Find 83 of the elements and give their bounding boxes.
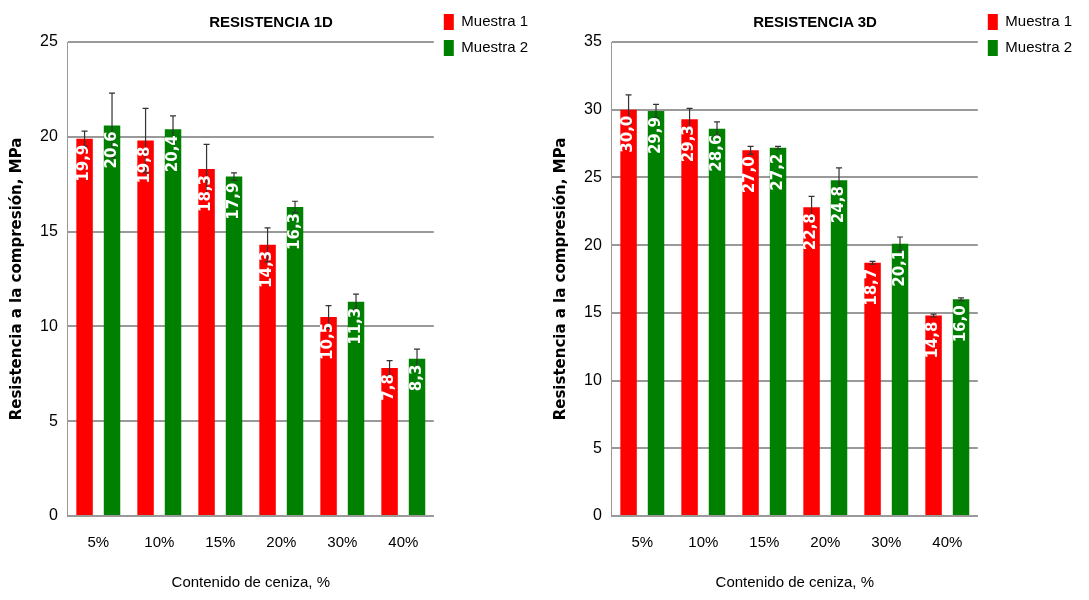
- bar: [708, 128, 726, 515]
- data-label: 16,3: [284, 212, 303, 250]
- bar: [620, 109, 637, 515]
- data-label: 19,9: [74, 144, 93, 182]
- data-label: 18,3: [196, 175, 215, 213]
- data-label: 24,8: [828, 186, 847, 224]
- bar: [137, 140, 154, 515]
- y-tick-label: 5: [592, 438, 602, 456]
- data-label: 7,8: [379, 374, 398, 401]
- x-tick-label: 30%: [327, 533, 358, 551]
- bar: [76, 138, 93, 515]
- data-label: 29,3: [679, 125, 698, 163]
- x-tick-label: 15%: [749, 533, 780, 551]
- y-axis-title: Resistencia a la compresión, MPa: [6, 137, 25, 421]
- x-tick-label: 30%: [871, 533, 902, 551]
- data-label: 27,0: [740, 156, 759, 194]
- bar: [952, 299, 970, 515]
- y-tick-label: 15: [584, 303, 602, 321]
- y-tick-label: 10: [40, 316, 58, 334]
- data-label: 22,8: [801, 213, 820, 251]
- data-label: 14,3: [257, 250, 276, 288]
- y-tick-label: 0: [48, 506, 58, 524]
- bar: [381, 368, 398, 515]
- bar: [198, 169, 215, 515]
- x-tick-label: 10%: [688, 533, 719, 551]
- bar: [286, 206, 304, 515]
- data-label: 20,1: [889, 249, 908, 287]
- y-tick-label: 35: [584, 32, 602, 50]
- bar: [259, 244, 276, 515]
- bar: [864, 262, 881, 515]
- bar: [347, 301, 365, 515]
- data-label: 27,2: [767, 153, 786, 191]
- bar: [225, 176, 243, 515]
- x-tick-label: 15%: [205, 533, 236, 551]
- data-label: 30,0: [618, 115, 637, 153]
- y-tick-label: 30: [584, 100, 602, 118]
- chart-title: RESISTENCIA 3D: [753, 13, 877, 31]
- bar: [803, 207, 820, 515]
- data-label: 20,4: [162, 135, 181, 173]
- bar: [830, 180, 848, 515]
- data-label: 10,5: [318, 322, 337, 360]
- data-label: 20,6: [101, 131, 120, 169]
- data-label: 28,6: [706, 134, 725, 172]
- chart-title: RESISTENCIA 1D: [209, 13, 333, 31]
- x-tick-label: 5%: [87, 533, 110, 551]
- x-tick-label: 20%: [266, 533, 297, 551]
- y-tick-label: 25: [40, 32, 58, 50]
- data-label: 16,0: [950, 305, 969, 343]
- data-label: 11,3: [345, 307, 364, 345]
- legend-label: Muestra 2: [1005, 38, 1073, 56]
- bar: [742, 150, 759, 515]
- data-label: 29,9: [645, 117, 664, 155]
- y-axis-title: Resistencia a la compresión, MPa: [550, 137, 569, 421]
- data-label: 8,3: [406, 364, 425, 392]
- legend-label: Muestra 1: [461, 12, 529, 30]
- x-tick-label: 20%: [810, 533, 841, 551]
- bar: [164, 129, 182, 515]
- x-axis-title: Contenido de ceniza, %: [715, 573, 875, 591]
- bar: [103, 125, 121, 515]
- x-tick-label: 40%: [932, 533, 963, 551]
- y-tick-label: 10: [584, 370, 602, 388]
- y-tick-label: 15: [40, 222, 58, 240]
- x-axis-title: Contenido de ceniza, %: [171, 573, 331, 591]
- legend-label: Muestra 1: [1005, 12, 1073, 30]
- x-tick-label: 10%: [144, 533, 175, 551]
- bar: [925, 315, 942, 515]
- bar: [769, 147, 787, 515]
- y-tick-label: 25: [584, 167, 602, 185]
- data-label: 19,8: [135, 146, 154, 184]
- x-tick-label: 5%: [631, 533, 654, 551]
- data-label: 14,8: [923, 321, 942, 359]
- y-tick-label: 5: [48, 411, 58, 429]
- data-label: 17,9: [223, 182, 242, 220]
- y-tick-label: 20: [40, 127, 58, 145]
- y-tick-label: 0: [592, 506, 602, 524]
- data-label: 18,7: [862, 268, 881, 306]
- bar: [320, 316, 337, 515]
- y-tick-label: 20: [584, 235, 602, 253]
- bar: [647, 111, 665, 515]
- bar: [891, 243, 909, 515]
- legend-label: Muestra 2: [461, 38, 529, 56]
- x-tick-label: 40%: [388, 533, 419, 551]
- bar: [681, 119, 698, 515]
